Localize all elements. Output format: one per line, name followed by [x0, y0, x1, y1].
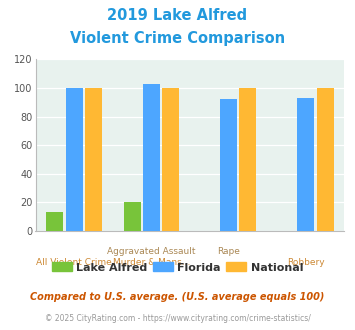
Text: Murder & Mans...: Murder & Mans... [113, 258, 190, 267]
Legend: Lake Alfred, Florida, National: Lake Alfred, Florida, National [47, 258, 308, 277]
Bar [297, 98, 314, 231]
Bar [66, 88, 83, 231]
Text: Rape: Rape [217, 247, 240, 256]
Text: © 2025 CityRating.com - https://www.cityrating.com/crime-statistics/: © 2025 CityRating.com - https://www.city… [45, 314, 310, 323]
Bar [46, 213, 63, 231]
Bar [143, 84, 160, 231]
Text: Violent Crime Comparison: Violent Crime Comparison [70, 31, 285, 46]
Bar [162, 88, 179, 231]
Bar [124, 202, 141, 231]
Text: All Violent Crime: All Violent Crime [36, 258, 112, 267]
Text: Robbery: Robbery [287, 258, 324, 267]
Bar [317, 88, 334, 231]
Text: Aggravated Assault: Aggravated Assault [107, 247, 196, 256]
Text: Compared to U.S. average. (U.S. average equals 100): Compared to U.S. average. (U.S. average … [30, 292, 325, 302]
Bar [220, 99, 237, 231]
Text: 2019 Lake Alfred: 2019 Lake Alfred [108, 8, 247, 23]
Bar [239, 88, 256, 231]
Bar [85, 88, 102, 231]
